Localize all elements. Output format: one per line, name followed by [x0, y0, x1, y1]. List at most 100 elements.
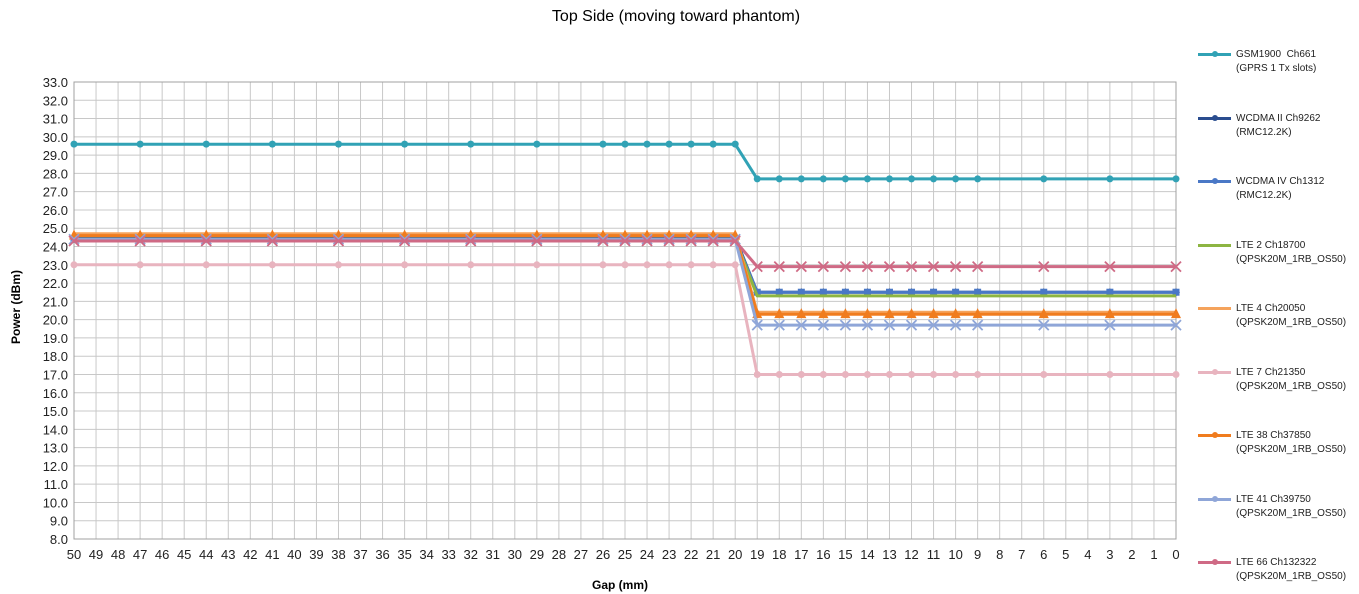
- x-tick-label: 47: [133, 547, 147, 562]
- data-point-s5: [841, 370, 849, 378]
- data-point-s7: [1104, 319, 1116, 331]
- x-tick-label: 21: [706, 547, 720, 562]
- x-tick-label: 9: [974, 547, 981, 562]
- data-point-s0: [863, 175, 871, 183]
- data-point-s7: [905, 319, 918, 331]
- x-tick-label: 20: [728, 547, 742, 562]
- data-point-s8: [817, 260, 829, 273]
- y-tick-label: 17.0: [43, 367, 68, 382]
- y-tick-label: 22.0: [43, 276, 68, 291]
- data-point-s0: [621, 140, 629, 148]
- x-tick-label: 49: [89, 547, 103, 562]
- x-axis-label: Gap (mm): [591, 578, 648, 592]
- data-point-s5: [1172, 370, 1180, 378]
- x-tick-label: 32: [463, 547, 477, 562]
- x-tick-label: 18: [772, 547, 786, 562]
- data-point-s2: [930, 288, 938, 296]
- data-point-s0: [841, 175, 849, 183]
- y-tick-label: 8.0: [50, 532, 68, 547]
- data-point-s8: [597, 235, 609, 247]
- data-point-s2: [841, 288, 849, 296]
- data-point-s7: [1038, 319, 1050, 331]
- data-point-s7: [597, 233, 609, 245]
- x-tick-label: 26: [596, 547, 610, 562]
- data-point-s2: [1040, 288, 1048, 296]
- x-tick-label: 31: [486, 547, 500, 562]
- data-point-s6: [862, 308, 873, 319]
- data-point-s0: [753, 175, 761, 183]
- legend-label-4: LTE 4 Ch20050 (QPSK20M_1RB_OS50): [1236, 303, 1347, 328]
- data-point-s7: [707, 233, 719, 245]
- data-point-s5: [1106, 370, 1114, 378]
- x-tick-label: 34: [419, 547, 433, 562]
- data-point-s8: [861, 260, 874, 273]
- data-point-s0: [643, 140, 651, 148]
- data-point-s0: [1040, 175, 1048, 183]
- y-tick-label: 21.0: [43, 294, 68, 309]
- chart-title-line1: Top Side: [551, 8, 615, 25]
- x-tick-label: 35: [397, 547, 411, 562]
- legend-swatch-0: [1198, 51, 1231, 58]
- data-point-s7: [817, 319, 829, 331]
- legend-swatch-7: [1198, 495, 1231, 503]
- x-tick-label: 13: [882, 547, 896, 562]
- legend-swatch-1: [1198, 114, 1231, 122]
- data-point-s0: [687, 140, 695, 148]
- x-tick-label: 37: [353, 547, 367, 562]
- data-point-s8: [839, 260, 852, 273]
- y-tick-label: 19.0: [43, 331, 68, 346]
- data-point-s5: [136, 261, 144, 269]
- data-point-s7: [619, 233, 631, 245]
- data-point-s5: [885, 370, 893, 378]
- x-tick-label: 4: [1084, 547, 1091, 562]
- data-point-s5: [930, 370, 938, 378]
- data-point-s5: [952, 370, 960, 378]
- y-tick-label: 12.0: [43, 459, 68, 474]
- y-tick-label: 25.0: [43, 221, 68, 236]
- data-point-s0: [1172, 175, 1180, 183]
- data-point-s8: [465, 235, 477, 247]
- data-point-s6: [950, 308, 961, 319]
- chart-title: Top Side (moving toward phantom): [426, 8, 926, 26]
- x-tick-label: 23: [662, 547, 676, 562]
- y-tick-label: 18.0: [43, 349, 68, 364]
- x-tick-label: 22: [684, 547, 698, 562]
- chart-subtitle: (moving toward phantom): [618, 8, 801, 25]
- data-point-s6: [884, 308, 895, 319]
- data-point-s7: [641, 233, 653, 245]
- x-tick-label: 7: [1018, 547, 1025, 562]
- y-axis-label: Power (dBm): [9, 270, 23, 345]
- data-point-s8: [905, 260, 918, 273]
- data-point-s0: [268, 140, 276, 148]
- data-point-s5: [908, 370, 916, 378]
- data-point-s6: [1038, 308, 1049, 319]
- x-tick-label: 38: [331, 547, 345, 562]
- data-point-s6: [796, 308, 807, 319]
- legend-swatch-4: [1198, 306, 1231, 312]
- data-point-s2: [863, 288, 871, 296]
- data-point-s7: [949, 319, 962, 331]
- y-tick-label: 20.0: [43, 313, 68, 328]
- data-point-s5: [1040, 370, 1048, 378]
- data-point-s5: [819, 370, 827, 378]
- y-tick-label: 29.0: [43, 148, 68, 163]
- data-point-s0: [665, 140, 673, 148]
- y-tick-label: 13.0: [43, 441, 68, 456]
- data-point-s8: [972, 260, 984, 273]
- y-tick-label: 26.0: [43, 203, 68, 218]
- data-point-s0: [202, 140, 210, 148]
- data-point-s0: [731, 140, 739, 148]
- data-point-s8: [641, 235, 653, 247]
- data-point-s2: [885, 288, 893, 296]
- x-tick-label: 15: [838, 547, 852, 562]
- data-point-s5: [731, 261, 739, 269]
- x-tick-label: 24: [640, 547, 654, 562]
- x-tick-label: 11: [927, 547, 941, 562]
- x-tick-label: 3: [1106, 547, 1113, 562]
- data-point-s7: [332, 233, 345, 245]
- data-point-s5: [533, 261, 541, 269]
- data-point-s7: [68, 233, 80, 245]
- data-point-s8: [729, 235, 741, 247]
- x-tick-label: 44: [199, 547, 213, 562]
- legend-label-3: LTE 2 Ch18700 (QPSK20M_1RB_OS50): [1236, 239, 1347, 265]
